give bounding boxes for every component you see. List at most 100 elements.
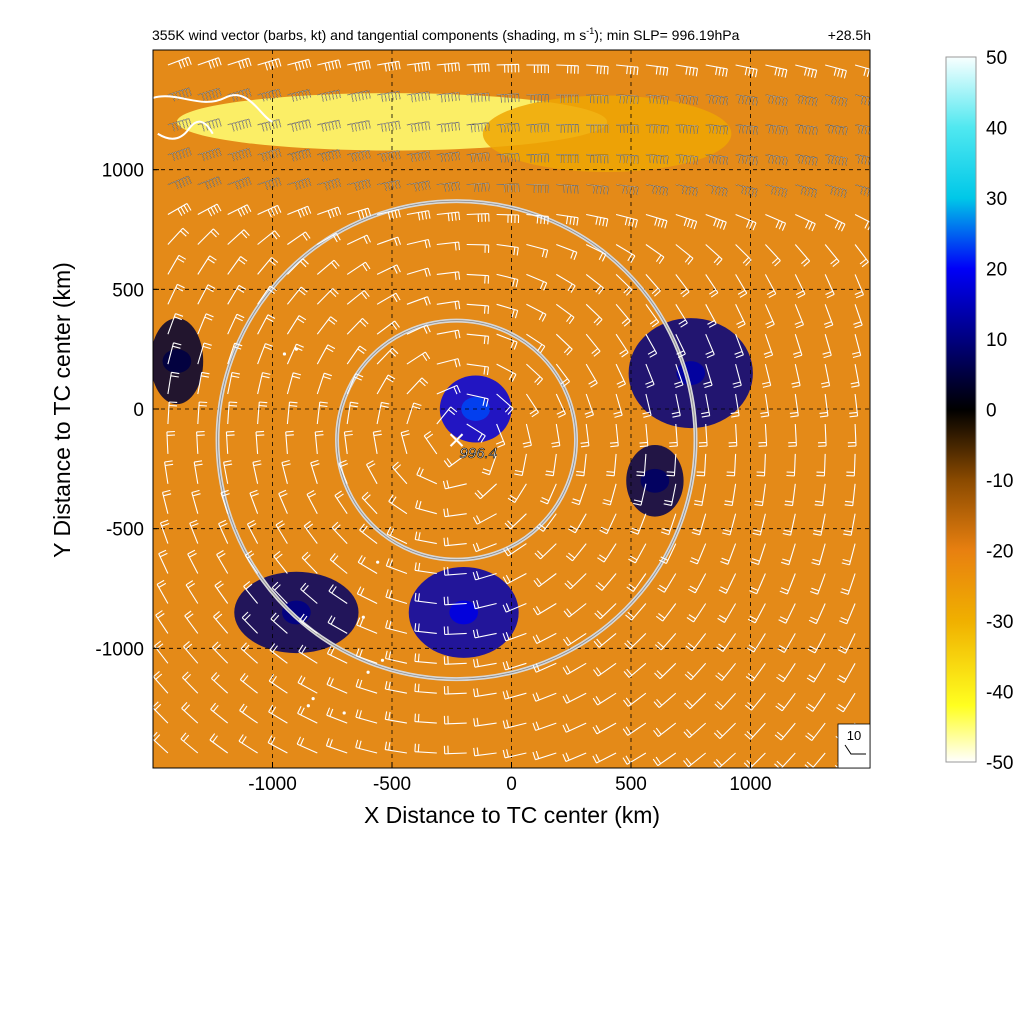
wind-barb [609, 423, 619, 448]
wind-barb [210, 702, 229, 724]
wind-barb [556, 273, 576, 293]
wind-barb [584, 393, 595, 419]
wind-barb [703, 363, 713, 389]
wind-barb-highlight [406, 151, 431, 163]
wind-barb-highlight [556, 184, 579, 194]
wind-barb [854, 64, 870, 77]
wind-barb [472, 629, 497, 639]
wind-barb [328, 584, 348, 604]
wind-barb [728, 423, 738, 447]
wind-barb-highlight [795, 154, 818, 166]
wind-barb [849, 393, 859, 418]
wind-barb [286, 401, 298, 425]
wind-barb [563, 603, 587, 618]
wind-barb [655, 603, 677, 622]
wind-barb-highlight [735, 154, 758, 166]
wind-barb [645, 213, 668, 229]
wind-barb [316, 401, 328, 425]
wind-barb [502, 602, 527, 613]
wind-barb [504, 513, 527, 530]
x-axis-label: X Distance to TC center (km) [364, 802, 660, 828]
wind-barb [705, 64, 728, 77]
wind-barb [555, 303, 575, 325]
field-feature [482, 95, 732, 173]
wind-barb [270, 612, 288, 634]
wind-barb [326, 676, 348, 694]
wind-barb [346, 345, 367, 365]
y-tick-label: 0 [133, 400, 144, 421]
wind-barb [722, 513, 737, 536]
wind-barb [220, 489, 230, 514]
wind-barb [376, 347, 399, 365]
contour-dot [294, 347, 298, 351]
wind-barb [754, 483, 766, 507]
wind-barb-highlight [287, 89, 311, 102]
wind-barb [414, 683, 437, 694]
wind-barb [502, 749, 527, 759]
wind-barb [761, 363, 772, 388]
wind-barb [791, 363, 801, 388]
wind-barb [663, 483, 677, 506]
wind-barb [571, 483, 587, 506]
wind-barb [472, 571, 497, 581]
wind-barb [436, 329, 461, 339]
wind-barb [633, 483, 647, 506]
wind-barb [615, 333, 629, 358]
wind-barb [496, 243, 519, 256]
wind-barb [714, 692, 737, 710]
wind-barb [675, 274, 690, 298]
wind-barb-highlight [825, 94, 848, 107]
wind-barb [764, 244, 781, 267]
wind-barb [159, 519, 170, 544]
wind-barb [526, 213, 549, 225]
wind-barb [257, 257, 279, 275]
wind-barb [658, 543, 677, 564]
wind-barb [779, 573, 796, 595]
wind-barb-highlight [645, 184, 668, 196]
wind-barb-highlight [556, 94, 579, 103]
wind-barb [851, 334, 862, 359]
wind-barb [784, 483, 796, 507]
wind-barb [223, 460, 233, 484]
wind-barb [593, 662, 617, 677]
wind-barb [180, 732, 199, 754]
wind-barb-highlight [825, 184, 847, 198]
wind-barb [161, 489, 172, 514]
wind-barb [794, 244, 811, 267]
wind-barb-highlight [466, 152, 490, 163]
wind-barb [585, 303, 603, 326]
colorbar-tick-label: -50 [986, 753, 1013, 774]
wind-barb-highlight [705, 94, 728, 106]
wind-barb [213, 610, 229, 634]
wind-barb [720, 543, 737, 565]
wind-barb [675, 64, 699, 77]
wind-barb [636, 453, 647, 477]
wind-barb [756, 453, 766, 477]
wind-barb [227, 256, 248, 275]
wind-barb-highlight [556, 124, 579, 133]
wind-barb [496, 303, 519, 319]
wind-barb [227, 342, 243, 365]
x-tick-label: -1000 [248, 774, 297, 795]
wind-barb [252, 460, 262, 484]
wind-barb [735, 64, 758, 78]
wind-barb [794, 274, 806, 299]
wind-barb [466, 243, 490, 253]
wind-barb [526, 273, 548, 291]
wind-barb [645, 244, 665, 265]
wind-barb [327, 615, 348, 634]
wind-barb [526, 333, 546, 354]
wind-barb [474, 483, 497, 500]
wind-barb-highlight [705, 154, 728, 165]
wind-barb [735, 244, 752, 266]
wind-barb [227, 371, 241, 395]
wind-barb [356, 586, 378, 604]
wind-barb [306, 490, 318, 514]
wind-barb [718, 573, 737, 594]
wind-barb [414, 653, 437, 664]
wind-barb [167, 342, 182, 365]
wind-barb-highlight [436, 152, 460, 163]
y-tick-label: -1000 [95, 639, 144, 660]
wind-barb [717, 603, 737, 623]
wind-barb [346, 234, 371, 245]
